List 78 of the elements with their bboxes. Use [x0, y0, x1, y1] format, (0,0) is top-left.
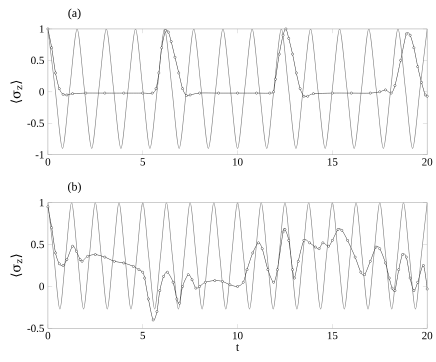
y-axis-title: ⟨σ$_{z}$⟩	[10, 80, 22, 103]
point	[84, 92, 88, 94]
point	[408, 34, 412, 36]
point	[378, 90, 382, 93]
point	[160, 46, 163, 49]
point	[198, 92, 201, 94]
point	[274, 78, 277, 80]
point	[295, 72, 298, 74]
point	[122, 92, 126, 94]
point	[394, 84, 396, 87]
point	[154, 87, 158, 90]
point	[284, 28, 288, 30]
point	[62, 92, 64, 96]
point	[170, 40, 172, 43]
y-tick-label: -0.5	[27, 119, 44, 127]
point	[399, 58, 402, 62]
point	[287, 36, 290, 40]
chart-title: (b)	[68, 182, 81, 193]
point	[104, 92, 106, 94]
point	[331, 92, 334, 94]
y-tick-label: 0.5	[31, 240, 44, 248]
point	[424, 94, 427, 96]
x-tick-label: 5	[140, 158, 146, 166]
point	[174, 56, 176, 58]
point	[158, 72, 160, 74]
point	[390, 92, 392, 94]
point	[312, 92, 315, 95]
x-tick-label: 20	[422, 158, 432, 166]
point	[54, 72, 57, 74]
y-tick-label: 0	[39, 88, 44, 96]
x-tick-label: 20	[422, 332, 432, 340]
point	[350, 92, 353, 94]
point	[58, 87, 61, 90]
point	[167, 30, 170, 34]
point	[268, 92, 272, 94]
point	[255, 92, 258, 94]
point	[164, 29, 167, 32]
point	[272, 90, 275, 93]
point	[141, 92, 144, 94]
chart-title: (a)	[68, 8, 81, 20]
x-tick-label: 10	[233, 158, 243, 166]
point	[177, 72, 180, 74]
point	[306, 94, 310, 98]
y-tick-label: 1	[40, 198, 44, 206]
x-tick-label: 0	[46, 158, 50, 166]
point	[181, 87, 184, 90]
x-tick-label: 0	[46, 332, 50, 340]
point	[412, 46, 416, 49]
point	[278, 52, 281, 56]
x-tick-label: 15	[328, 158, 338, 166]
point	[298, 87, 302, 90]
point	[150, 92, 154, 94]
point	[66, 94, 68, 96]
x-tick-label: 10	[233, 332, 243, 340]
x-tick-label: 15	[328, 332, 338, 340]
x-axis-title: t	[236, 344, 240, 351]
x-tick-label: 5	[140, 332, 146, 340]
point	[291, 52, 294, 56]
y-tick-label: -0.5	[27, 324, 44, 332]
point	[416, 65, 419, 68]
point	[185, 94, 188, 97]
point	[217, 92, 220, 94]
point	[50, 46, 54, 49]
point	[71, 92, 74, 95]
y-tick-label: 0	[39, 282, 44, 290]
point	[368, 92, 372, 94]
point	[282, 34, 284, 36]
point	[236, 92, 239, 94]
y-tick-label: 0.5	[31, 56, 44, 64]
y-tick-label: -1	[36, 150, 44, 158]
point	[405, 32, 408, 36]
point	[384, 88, 387, 92]
point	[302, 94, 306, 98]
point	[426, 94, 428, 98]
y-tick-label: 1	[40, 25, 44, 32]
point	[420, 80, 423, 84]
point	[188, 94, 192, 96]
y-axis-title: ⟨σ$_{z}$⟩	[10, 254, 22, 276]
